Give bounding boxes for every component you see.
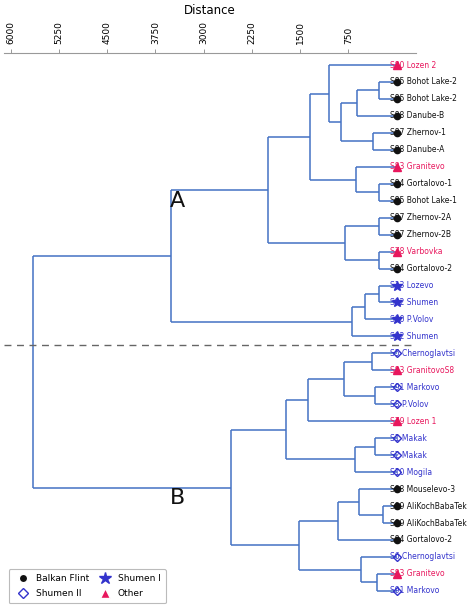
Text: S88 Danube-A: S88 Danube-A <box>390 145 445 154</box>
Text: S84 Gortalovo-2: S84 Gortalovo-2 <box>390 264 452 273</box>
Text: S84 Gortalovo-1: S84 Gortalovo-1 <box>390 179 452 188</box>
Text: S1 Makak: S1 Makak <box>390 434 427 442</box>
Text: A: A <box>170 191 185 211</box>
Text: S83 GranitovoS8: S83 GranitovoS8 <box>390 366 455 375</box>
Text: S13 Lozevo: S13 Lozevo <box>390 281 434 290</box>
Text: S92 Shumen: S92 Shumen <box>390 298 438 307</box>
Text: S90 P.Volov: S90 P.Volov <box>390 315 434 324</box>
Text: S91 Markovo: S91 Markovo <box>390 383 440 392</box>
Text: S87 Zhernov-1: S87 Zhernov-1 <box>390 129 446 137</box>
Text: S5 Chernoglavtsi: S5 Chernoglavtsi <box>390 349 456 358</box>
Text: S92 Shumen: S92 Shumen <box>390 332 438 341</box>
Text: S3 P.Volov: S3 P.Volov <box>390 400 429 409</box>
Text: S88 Mouselevo-3: S88 Mouselevo-3 <box>390 485 456 494</box>
Text: S91 Markovo: S91 Markovo <box>390 586 440 595</box>
Text: S89 AliKochBabaTek: S89 AliKochBabaTek <box>390 502 467 510</box>
X-axis label: Distance: Distance <box>184 4 236 17</box>
Text: S6 Chernoglavtsi: S6 Chernoglavtsi <box>390 553 456 561</box>
Text: S2 Makak: S2 Makak <box>390 450 427 460</box>
Text: S88 Danube-B: S88 Danube-B <box>390 111 445 121</box>
Text: S83 Granitevo: S83 Granitevo <box>390 569 445 578</box>
Legend: Balkan Flint, Shumen II, Shumen I, Other: Balkan Flint, Shumen II, Shumen I, Other <box>9 569 166 603</box>
Text: S87 Zhernov-2A: S87 Zhernov-2A <box>390 213 451 222</box>
Text: S84 Gortalovo-2: S84 Gortalovo-2 <box>390 536 452 545</box>
Text: S89 AliKochBabaTek: S89 AliKochBabaTek <box>390 518 467 528</box>
Text: S87 Zhernov-2B: S87 Zhernov-2B <box>390 230 451 239</box>
Text: S78 Varbovka: S78 Varbovka <box>390 247 443 256</box>
Text: S85 Bohot Lake-2: S85 Bohot Lake-2 <box>390 78 457 86</box>
Text: S80 Lozen 2: S80 Lozen 2 <box>390 61 437 70</box>
Text: S79 Lozen 1: S79 Lozen 1 <box>390 417 437 426</box>
Text: S83 Granitevo: S83 Granitevo <box>390 162 445 171</box>
Text: B: B <box>170 488 185 507</box>
Text: S10 Mogila: S10 Mogila <box>390 468 432 477</box>
Text: S85 Bohot Lake-1: S85 Bohot Lake-1 <box>390 196 457 205</box>
Text: S85 Bohot Lake-2: S85 Bohot Lake-2 <box>390 94 457 103</box>
